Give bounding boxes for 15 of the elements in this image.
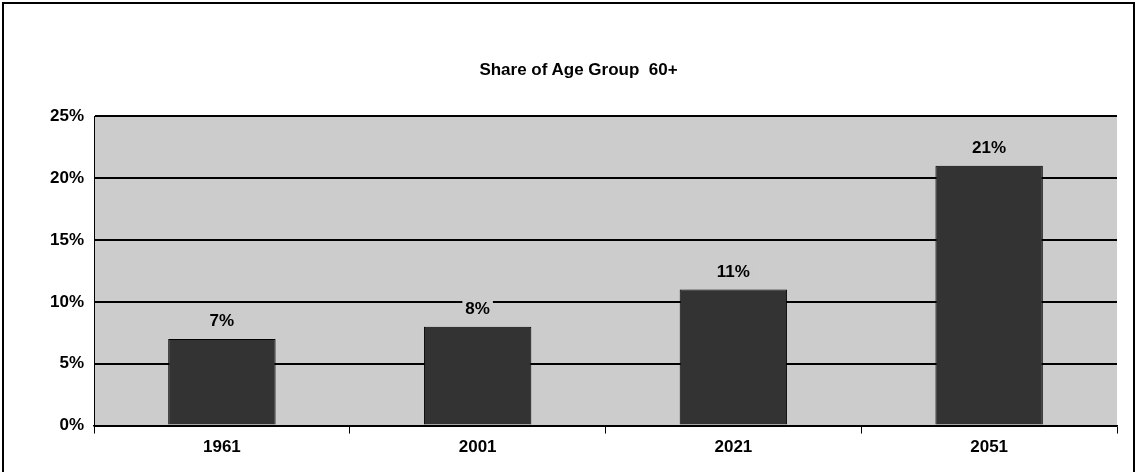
x-tick-label: 1961 [202, 437, 241, 457]
x-tick-label: 2021 [714, 437, 753, 457]
y-tick-label: 25% [49, 106, 85, 126]
y-tick-label: 0% [59, 415, 85, 435]
y-tick-label: 5% [59, 353, 85, 373]
data-label: 21% [972, 138, 1007, 158]
y-tick-label: 15% [49, 229, 85, 249]
data-label: 7% [209, 311, 235, 331]
data-label: 8% [465, 298, 490, 318]
y-tick-label: 20% [49, 167, 85, 187]
chart-title: Share of Age Group 60+ [479, 59, 678, 79]
x-tick-label: 2001 [458, 437, 497, 457]
data-label: 11% [716, 261, 750, 281]
y-tick-label: 10% [49, 291, 85, 311]
x-tick-label: 2051 [970, 437, 1009, 457]
